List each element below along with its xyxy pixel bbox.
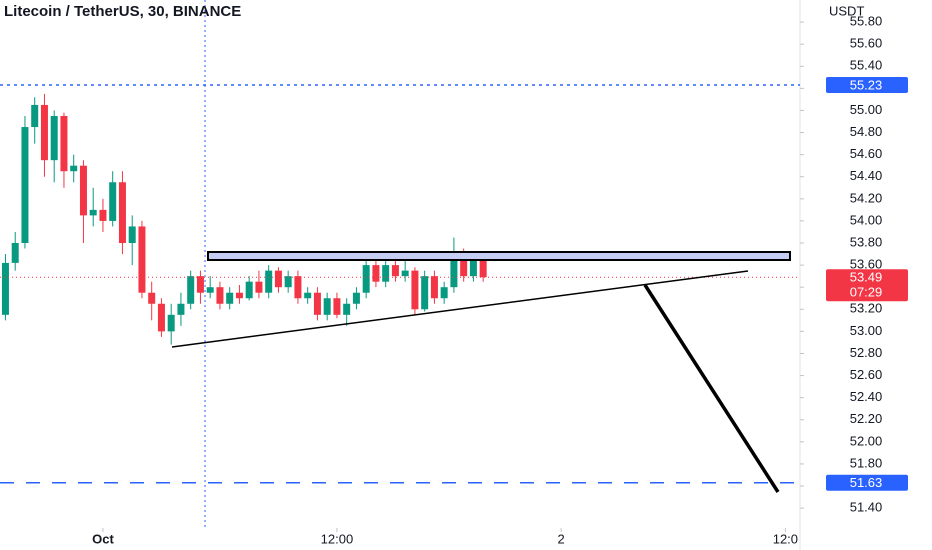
candle-body [196, 276, 204, 293]
candle-body [440, 287, 448, 299]
price-tag-label: 55.23 [850, 77, 883, 92]
candle-body [60, 115, 68, 172]
candle-body [245, 281, 253, 299]
candle-body [11, 243, 19, 263]
candle-body [352, 292, 360, 304]
y-tick-label: 54.60 [850, 146, 883, 161]
candle-body [216, 287, 224, 304]
y-tick-label: 54.40 [850, 168, 883, 183]
y-tick-label: 53.60 [850, 257, 883, 272]
y-tick-label: 52.80 [850, 345, 883, 360]
x-tick-label: 2 [558, 531, 565, 546]
candle-body [118, 182, 126, 244]
y-tick-label: 52.60 [850, 367, 883, 382]
candle-body [469, 259, 477, 277]
candle-body [40, 104, 48, 161]
candle-body [421, 276, 429, 310]
candle-body [265, 270, 273, 293]
candle-body [382, 265, 390, 282]
y-tick-label: 55.60 [850, 36, 883, 51]
y-tick-label: 51.80 [850, 455, 883, 470]
candle-body [226, 292, 234, 304]
price-tag-label: 51.63 [850, 475, 883, 490]
price-tag [826, 77, 908, 94]
trend-line [171, 270, 749, 348]
candle-body [479, 259, 487, 278]
candle-body [372, 265, 380, 282]
candle-body [294, 276, 302, 299]
y-tick-label: 53.00 [850, 323, 883, 338]
candle-body [284, 276, 292, 288]
candle-body [99, 209, 107, 221]
candle-body [206, 287, 214, 293]
y-tick-label: 52.00 [850, 433, 883, 448]
candle-body [157, 303, 165, 332]
countdown-label: 07:29 [850, 285, 883, 300]
candle-body [21, 127, 29, 244]
candle-body [460, 254, 468, 277]
y-tick-label: 54.20 [850, 190, 883, 205]
candle-body [187, 276, 195, 304]
candle-body [235, 292, 243, 299]
candle-body [274, 270, 282, 288]
y-tick-label: 55.00 [850, 102, 883, 117]
candle-body [362, 265, 370, 293]
candle-body [333, 298, 341, 315]
x-tick-label: 12:0 [773, 531, 798, 546]
candle-body [1, 262, 9, 315]
candle-body [255, 281, 263, 293]
projection-line [643, 284, 780, 493]
candle-body [109, 182, 117, 221]
rectangle-drawing [207, 251, 791, 261]
plot [0, 0, 804, 550]
candle-body [450, 254, 458, 288]
candle-body [323, 298, 331, 315]
candle-body [31, 104, 39, 128]
chart-title: Litecoin / TetherUS, 30, BINANCE [4, 3, 241, 20]
price-tag [826, 474, 908, 491]
candle-body [313, 292, 321, 315]
candle-body [411, 270, 419, 310]
last-price-label: 53.49 [850, 270, 883, 285]
candle-body [138, 226, 146, 293]
candle-body [89, 209, 97, 216]
y-tick-label: 53.80 [850, 234, 883, 249]
y-tick-label: 51.40 [850, 500, 883, 515]
y-tick-label: 55.40 [850, 58, 883, 73]
y-tick-label: 53.20 [850, 301, 883, 316]
candle-body [343, 303, 351, 315]
x-tick-label: Oct [92, 531, 114, 546]
y-tick-label: 55.80 [850, 14, 883, 29]
y-tick-label: 52.20 [850, 411, 883, 426]
candle-body [50, 115, 58, 161]
candle-body [70, 165, 78, 172]
candle-body [177, 303, 185, 315]
y-tick-label: 54.00 [850, 212, 883, 227]
currency-label: USDT [829, 3, 864, 18]
candle-body [304, 292, 312, 299]
candle-body [401, 270, 409, 277]
candle-body [148, 292, 156, 304]
candle-body [391, 265, 399, 277]
y-tick-label: 52.40 [850, 389, 883, 404]
candle-body [128, 226, 136, 244]
y-tick-label: 54.80 [850, 124, 883, 139]
candle-body [79, 165, 87, 216]
candle-body [430, 276, 438, 299]
last-price-tag [826, 269, 908, 302]
x-tick-label: 12:00 [321, 531, 354, 546]
candle-body [167, 314, 175, 332]
